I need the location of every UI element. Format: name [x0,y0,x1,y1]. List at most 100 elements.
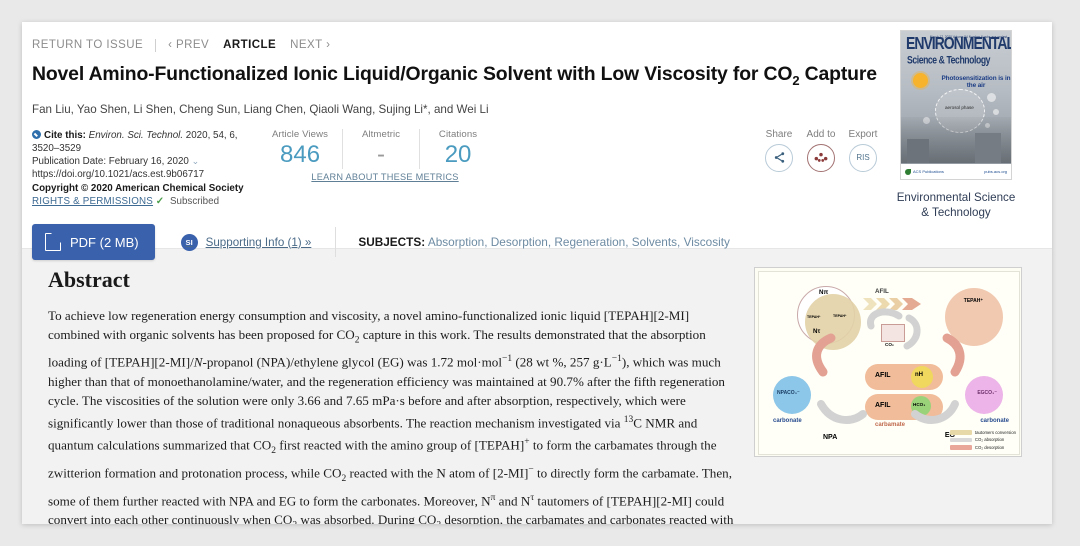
citation-detail: 2020, 54, 6, 3520–3529 [32,129,238,155]
pdf-button-label: PDF (2 MB) [70,234,139,250]
fig-label-nh: nH [915,372,923,378]
export-label: Export [848,128,878,140]
copyright-line: Copyright © 2020 American Chemical Socie… [32,182,244,194]
legend-swatch-tautomers [949,430,972,435]
afil-chevron-arrow [863,298,921,310]
metric-value: - [377,140,386,168]
journal-caption-line1: Environmental Science [896,191,1016,204]
pdf-file-icon [45,232,62,252]
check-circle-icon [32,129,41,139]
fig-label-afil-hco3: AFIL [875,402,891,409]
journal-name: Environ. Sci. Technol. [88,129,184,141]
supporting-info-link[interactable]: SI Supporting Info (1) » [180,233,312,251]
metrics-block: Article Views 846 Altmetric - Citations … [264,128,496,208]
abstract-heading: Abstract [48,267,130,292]
publication-date: Publication Date: February 16, 2020 [32,156,189,168]
article-header: RETURN TO ISSUE ‹ PREV ARTICLE NEXT › No… [22,22,1052,261]
doi-link[interactable]: https://doi.org/10.1021/acs.est.9b06717 [32,168,246,181]
fig-label-tepah-right: TEPAH⁺ [963,298,983,304]
legend-label: CO₂ absorption [974,437,1005,442]
check-icon: ✓ [155,195,164,207]
export-ris-icon[interactable]: RIS [849,143,877,172]
fig-label-eg: EG [944,432,955,439]
subscribed-status: Subscribed [170,195,220,207]
fig-label-afil-nh: AFIL [875,372,891,379]
legend-swatch-absorption [949,437,972,442]
legend-item: CO₂ absorption [949,436,1016,444]
tepah-circle-right [945,288,1003,346]
fig-label-npa: NPA [823,434,838,441]
fig-label-n-pi: Nπ [819,289,829,296]
add-to-label: Add to [806,128,836,140]
abstract-text-column: Abstract To achieve low regeneration ene… [48,267,742,524]
fig-label-tepah-left-2: TEPAH⁺ [833,314,847,318]
acs-publications-logo: ACS Publications [905,168,944,175]
cover-issue-info: March 17, 2020 Volume 54 Number 6 pubs.a… [929,35,1007,39]
supporting-info-icon: SI [180,233,198,251]
return-to-issue-link[interactable]: RETURN TO ISSUE [32,39,144,51]
metric-label: Citations [438,128,478,140]
co2-box-illustration [881,324,905,342]
cover-journal-subtitle: Science & Technology [907,53,991,66]
metric-altmetric: Altmetric - [342,128,419,169]
cite-this-line: Cite this: Environ. Sci. Technol. 2020, … [32,129,246,155]
journal-cover-image[interactable]: ENVIRONMENTAL Science & Technology March… [900,30,1012,180]
rights-line: RIGHTS & PERMISSIONS ✓ Subscribed [32,195,246,208]
actions-divider [335,227,337,258]
breadcrumb-current-article: ARTICLE [223,39,277,51]
breadcrumb-divider [155,38,157,52]
bubble-illustration [987,93,996,102]
share-icons: RIS [758,143,884,172]
sun-illustration-icon [913,73,928,88]
aerosol-label: aerosol phase [945,105,974,110]
rights-and-permissions-link[interactable]: RIGHTS & PERMISSIONS [32,195,154,207]
metric-article-views: Article Views 846 [264,129,342,169]
share-label: Share [765,128,793,140]
cover-footer: ACS Publications pubs.acs.org [901,164,1011,179]
cover-tagline: Photosensitization is in the air [941,75,1011,89]
author-list: Fan Liu, Yao Shen, Li Shen, Cheng Sun, L… [32,102,1026,117]
journal-caption-line2: & Technology [921,206,991,219]
prev-article-link[interactable]: ‹ PREV [168,39,210,51]
learn-about-metrics-link[interactable]: LEARN ABOUT THESE METRICS [311,171,459,182]
metric-label: Article Views [272,128,329,140]
journal-cover-block: ENVIRONMENTAL Science & Technology March… [880,30,1032,220]
cover-footer-url: pubs.acs.org [984,169,1007,174]
fig-label-afil-arrow: AFIL [875,288,889,295]
journal-caption: Environmental Science & Technology [880,190,1032,220]
subjects-label: SUBJECTS: [358,235,426,250]
subjects-row: SUBJECTS: Absorption, Desorption, Regene… [358,235,730,249]
fig-label-egco3: EGCO₃⁻ [977,390,997,396]
abstract-paragraph: To achieve low regeneration energy consu… [48,308,734,524]
doi-text: https://doi.org/10.1021/acs.est.9b06717 [32,169,205,181]
npaco3-circle [773,376,811,414]
city-skyline-illustration [901,117,1011,163]
bubble-illustration [993,109,999,115]
fig-label-carbonate-left: carbonate [773,418,802,424]
legend-swatch-desorption [949,445,972,450]
share-icon[interactable] [765,143,793,172]
metric-value: 846 [280,140,321,168]
next-article-link[interactable]: NEXT › [290,39,331,51]
graphical-abstract-figure[interactable]: Nπ Nτ TEPAH⁺ TEPAH⁺ AFIL TEPAH⁺ CO₂ [754,267,1022,457]
page-title: Novel Amino-Functionalized Ionic Liquid/… [32,62,1026,93]
breadcrumb: RETURN TO ISSUE ‹ PREV ARTICLE NEXT › [32,36,1026,54]
metric-value: 20 [444,140,472,168]
egco3-circle [965,376,1003,414]
metrics-columns: Article Views 846 Altmetric - Citations … [264,128,496,169]
publication-date-line[interactable]: Publication Date: February 16, 2020 ⌄ [32,155,246,168]
mendeley-add-to-icon[interactable] [807,143,835,172]
figure-legend: tautomers conversion CO₂ absorption CO₂ … [949,429,1016,452]
metadata-row: Cite this: Environ. Sci. Technol. 2020, … [32,128,1026,208]
supporting-info-label: Supporting Info (1) » [205,235,312,249]
download-pdf-button[interactable]: PDF (2 MB) [32,224,155,261]
legend-label: CO₂ desorption [974,444,1005,450]
leaf-icon [905,168,911,175]
fig-label-tepah-left-1: TEPAH⁺ [807,315,821,319]
legend-item: CO₂ desorption [949,444,1016,452]
ris-label: RIS [856,153,870,163]
title-text-tail: Capture [799,63,877,85]
graphical-abstract-canvas: Nπ Nτ TEPAH⁺ TEPAH⁺ AFIL TEPAH⁺ CO₂ [758,271,1020,455]
chevron-down-icon[interactable]: ⌄ [191,156,200,167]
subjects-list[interactable]: Absorption, Desorption, Regeneration, So… [427,235,730,250]
